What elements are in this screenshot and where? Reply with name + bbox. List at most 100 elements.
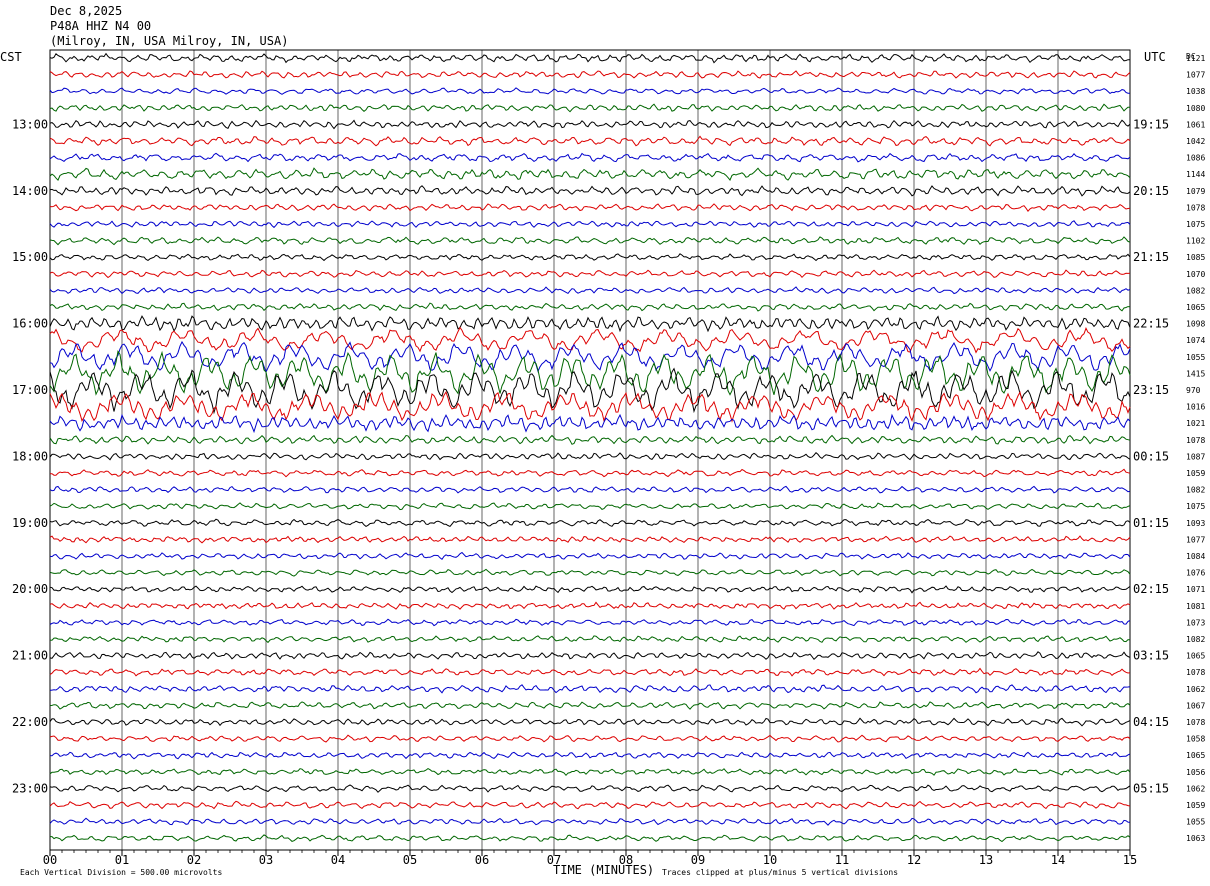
trace-line <box>49 135 1131 147</box>
trace-line <box>49 367 1131 415</box>
left-hour-label: 23:00 <box>12 781 48 795</box>
dc-offset-label: 1415 <box>1186 369 1205 378</box>
trace-line <box>49 119 1131 130</box>
dc-offset-label: 1077 <box>1186 535 1205 544</box>
dc-offset-label: 1065 <box>1186 751 1205 760</box>
dc-offset-label: 1059 <box>1186 469 1205 478</box>
dc-offset-label: 1063 <box>1186 834 1205 843</box>
left-hour-label: 18:00 <box>12 449 48 463</box>
trace-line <box>49 518 1131 528</box>
right-hour-label: 04:15 <box>1133 715 1169 729</box>
trace-line <box>49 167 1131 181</box>
trace-line <box>50 468 1131 478</box>
trace-line <box>49 434 1131 445</box>
dc-offset-label: 1075 <box>1186 220 1205 229</box>
dc-offset-label: 1055 <box>1186 818 1205 827</box>
right-hour-label: 03:15 <box>1133 649 1169 663</box>
dc-offset-label: 1081 <box>1186 602 1205 611</box>
dc-offset-label: 1058 <box>1186 735 1205 744</box>
x-tick-label: 06 <box>475 853 489 867</box>
dc-offset-label: 1098 <box>1186 320 1205 329</box>
trace-line <box>49 349 1131 396</box>
left-hour-label: 17:00 <box>12 383 48 397</box>
x-tick-label: 10 <box>763 853 777 867</box>
dc-offset-label: 1102 <box>1186 237 1205 246</box>
trace-line <box>49 302 1131 312</box>
dc-offset-label: 1071 <box>1186 585 1205 594</box>
trace-line <box>49 651 1131 661</box>
dc-offset-label: 1065 <box>1186 652 1205 661</box>
dc-offset-label: 1086 <box>1186 154 1205 163</box>
right-hour-label: 20:15 <box>1133 184 1169 198</box>
dc-offset-label: 1074 <box>1186 336 1205 345</box>
x-tick-label: 01 <box>115 853 129 867</box>
trace-line <box>49 220 1131 229</box>
trace-line <box>49 451 1131 461</box>
left-zone-label: CST <box>0 50 22 64</box>
left-hour-label: 13:00 <box>12 117 48 131</box>
trace-line <box>49 390 1131 423</box>
x-tick-label: 03 <box>259 853 273 867</box>
left-hour-label: 22:00 <box>12 715 48 729</box>
x-tick-label: 04 <box>331 853 345 867</box>
dc-offset-label: 1078 <box>1186 436 1205 445</box>
left-hour-label: 14:00 <box>12 184 48 198</box>
dc-offset-label: 1059 <box>1186 801 1205 810</box>
dc-offset-label: 970 <box>1186 386 1201 395</box>
dc-offset-label: 1067 <box>1186 701 1205 710</box>
date-label: Dec 8,2025 <box>50 4 123 18</box>
trace-line <box>49 585 1131 594</box>
dc-offset-label: 1070 <box>1186 270 1205 279</box>
left-hour-label: 19:00 <box>12 516 48 530</box>
trace-line <box>49 701 1131 710</box>
dc-offset-label: 1062 <box>1186 784 1205 793</box>
x-tick-label: 14 <box>1051 853 1065 867</box>
dc-offset-label: 1077 <box>1186 71 1205 80</box>
trace-line <box>49 784 1131 793</box>
trace-line <box>49 568 1131 577</box>
trace-line <box>49 87 1131 95</box>
trace-line <box>49 734 1131 743</box>
location-label: (Milroy, IN, USA Milroy, IN, USA) <box>50 34 289 48</box>
trace-line <box>49 717 1131 727</box>
right-zone-label: UTC <box>1144 50 1166 64</box>
trace-line <box>49 152 1131 163</box>
x-tick-label: 00 <box>43 853 57 867</box>
trace-line <box>49 253 1131 262</box>
x-tick-label: 08 <box>619 853 633 867</box>
trace-line <box>49 203 1131 213</box>
dc-offset-label: 1038 <box>1186 87 1205 96</box>
trace-line <box>49 551 1131 561</box>
right-hour-label: 01:15 <box>1133 516 1169 530</box>
dc-offset-label: 1076 <box>1186 569 1205 578</box>
right-hour-label: 23:15 <box>1133 383 1169 397</box>
dc-offset-label: 1144 <box>1186 170 1205 179</box>
trace-line <box>49 286 1131 295</box>
dc-offset-label: 1042 <box>1186 137 1205 146</box>
right-hour-label: 22:15 <box>1133 317 1169 331</box>
trace-line <box>49 800 1131 810</box>
trace-line <box>49 103 1130 113</box>
dc-offset-label: 1093 <box>1186 519 1205 528</box>
dc-offset-label: 1073 <box>1186 618 1205 627</box>
dc-offset-label: 1062 <box>1186 685 1205 694</box>
dc-offset-label: 1082 <box>1186 486 1205 495</box>
trace-line <box>50 834 1131 843</box>
x-tick-label: 13 <box>979 853 993 867</box>
x-tick-label: 07 <box>547 853 561 867</box>
trace-line <box>49 817 1131 826</box>
dc-offset-label: 1084 <box>1186 552 1205 561</box>
dc-offset-label: 1121 <box>1186 54 1205 63</box>
clip-note: Traces clipped at plus/minus 5 vertical … <box>662 868 898 877</box>
x-tick-label: 11 <box>835 853 849 867</box>
trace-line <box>49 326 1131 354</box>
dc-offset-label: 1056 <box>1186 768 1205 777</box>
dc-label: DC <box>1186 52 1196 61</box>
trace-line <box>49 535 1131 544</box>
left-hour-label: 20:00 <box>12 582 48 596</box>
x-axis-title: TIME (MINUTES) <box>553 863 654 877</box>
left-hour-label: 15:00 <box>12 250 48 264</box>
trace-line <box>49 269 1131 279</box>
x-tick-label: 05 <box>403 853 417 867</box>
